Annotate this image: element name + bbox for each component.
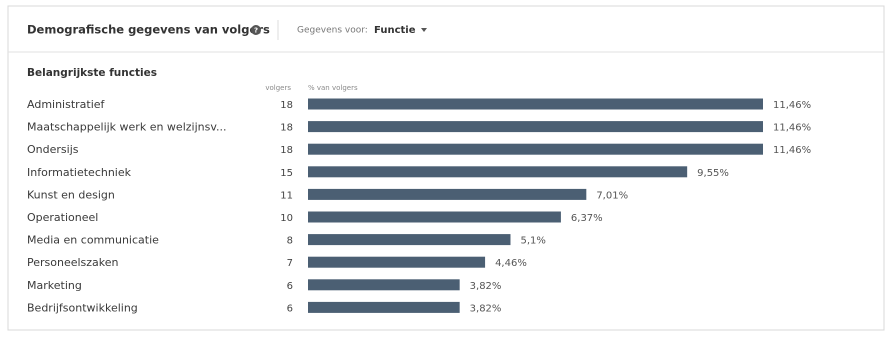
category-label: Ondersijs bbox=[27, 143, 79, 156]
filter-value[interactable]: Functie bbox=[374, 25, 416, 36]
count-label: 11 bbox=[280, 190, 293, 201]
value-label: 3,82% bbox=[470, 281, 502, 292]
bar bbox=[308, 166, 688, 178]
bar bbox=[308, 234, 511, 246]
info-icon[interactable] bbox=[251, 25, 261, 35]
category-label: Personeelszaken bbox=[27, 256, 119, 269]
count-label: 18 bbox=[280, 145, 293, 156]
category-label: Media en communicatie bbox=[27, 234, 159, 247]
category-label: Kunst en design bbox=[27, 188, 115, 201]
category-label: Operationeel bbox=[27, 211, 98, 224]
value-label: 5,1% bbox=[520, 236, 545, 247]
count-label: 10 bbox=[280, 213, 293, 224]
count-label: 6 bbox=[287, 281, 293, 292]
bar bbox=[308, 256, 486, 268]
category-label: Maatschappelijk werk en welzijnsv... bbox=[27, 121, 227, 134]
count-label: 8 bbox=[287, 236, 293, 247]
card-title: Demografische gegevens van volgers bbox=[27, 23, 270, 37]
count-label: 18 bbox=[280, 123, 293, 134]
count-label: 15 bbox=[280, 168, 293, 179]
category-label: Marketing bbox=[27, 279, 82, 292]
column-header: volgers bbox=[265, 84, 291, 92]
filter-label: Gegevens voor: bbox=[297, 26, 368, 36]
bar bbox=[308, 301, 460, 313]
bar bbox=[308, 98, 763, 110]
dropdown-caret[interactable] bbox=[421, 28, 427, 32]
category-label: Administratief bbox=[27, 98, 106, 111]
count-label: 7 bbox=[287, 258, 293, 269]
count-label: 6 bbox=[287, 303, 293, 314]
column-header: % van volgers bbox=[308, 84, 358, 92]
value-label: 11,46% bbox=[773, 100, 811, 111]
bar bbox=[308, 121, 763, 133]
category-label: Bedrijfsontwikkeling bbox=[27, 301, 138, 314]
category-label: Informatietechniek bbox=[27, 166, 132, 179]
value-label: 11,46% bbox=[773, 123, 811, 134]
value-label: 11,46% bbox=[773, 145, 811, 156]
value-label: 4,46% bbox=[495, 258, 527, 269]
value-label: 9,55% bbox=[697, 168, 729, 179]
chart-title: Belangrijkste functies bbox=[27, 67, 157, 79]
value-label: 6,37% bbox=[571, 213, 603, 224]
bar bbox=[308, 279, 460, 291]
count-label: 18 bbox=[280, 100, 293, 111]
bar bbox=[308, 188, 587, 200]
value-label: 7,01% bbox=[596, 190, 628, 201]
value-label: 3,82% bbox=[470, 303, 502, 314]
info-icon-glyph: ? bbox=[254, 27, 258, 35]
bar bbox=[308, 143, 763, 155]
bar bbox=[308, 211, 561, 223]
